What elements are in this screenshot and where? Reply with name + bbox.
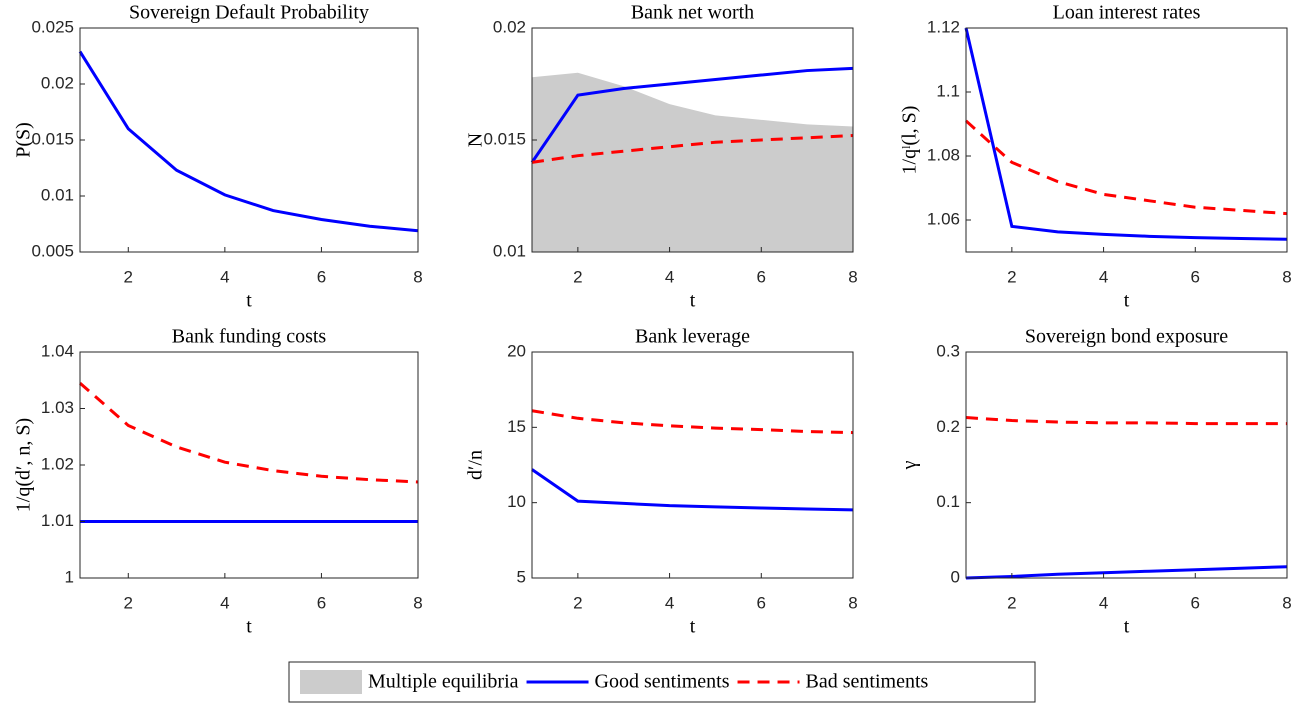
y-tick-label: 0.01 — [493, 241, 526, 260]
axes-box — [531, 351, 854, 579]
y-axis-label: γ — [899, 460, 921, 470]
legend-label: Multiple equilibria — [368, 671, 519, 693]
chart-title: Bank funding costs — [172, 326, 327, 348]
y-axis-label: d′/n — [465, 450, 487, 480]
x-tick-label: 6 — [317, 267, 326, 286]
line — [964, 119, 1288, 216]
x-tick-label: 2 — [124, 267, 133, 286]
x-tick-label: 6 — [1191, 593, 1200, 612]
y-tick-label: 1.04 — [41, 341, 74, 360]
plot-area — [966, 352, 1287, 578]
x-axis-label: t — [1124, 616, 1130, 638]
line — [531, 134, 854, 164]
y-tick-label: 1.01 — [41, 511, 74, 530]
y-tick-label: 0.1 — [936, 492, 960, 511]
axes-box — [965, 27, 1288, 253]
line — [964, 27, 1288, 241]
chart-title: Bank leverage — [635, 326, 750, 348]
line — [79, 381, 419, 484]
chart-title: Loan interest rates — [1053, 2, 1201, 24]
x-tick-label: 8 — [1282, 267, 1291, 286]
y-tick-label: 15 — [507, 417, 526, 436]
subplot: 1.06 1.08 1.1 1.12 2 4 6 8 Loan interest rates t 1… — [899, 2, 1292, 312]
area — [532, 72, 853, 252]
x-tick-label: 4 — [665, 593, 674, 612]
line — [530, 66, 854, 164]
chart-title: Sovereign Default Probability — [129, 2, 369, 24]
y-tick-label: 0.01 — [41, 185, 74, 204]
x-tick-label: 2 — [1007, 593, 1016, 612]
line — [531, 468, 854, 512]
line — [531, 409, 854, 435]
x-axis-label: t — [690, 616, 696, 638]
x-axis-label: t — [690, 290, 696, 312]
y-tick-label: 0.02 — [41, 73, 74, 92]
axes-box — [965, 351, 1288, 579]
subplot: 0.005 0.01 0.015 0.02 0.025 2 4 6 8 Sovereign Def… — [13, 2, 423, 312]
x-tick-label: 4 — [1099, 593, 1108, 612]
x-tick-label: 8 — [413, 267, 422, 286]
y-axis-label: N — [465, 133, 487, 147]
x-tick-label: 8 — [413, 593, 422, 612]
y-tick-label: 10 — [507, 492, 526, 511]
x-tick-label: 2 — [124, 593, 133, 612]
line — [965, 416, 1287, 426]
y-tick-label: 1.03 — [41, 398, 74, 417]
x-tick-label: 4 — [665, 267, 674, 286]
y-tick-label: 0 — [951, 567, 960, 586]
x-tick-label: 4 — [1099, 267, 1108, 286]
y-tick-label: 20 — [507, 341, 526, 360]
y-tick-label: 1.08 — [927, 145, 960, 164]
y-tick-label: 0.015 — [483, 129, 526, 148]
x-axis-label: t — [246, 290, 252, 312]
x-tick-label: 4 — [220, 267, 229, 286]
y-tick-label: 0.2 — [936, 417, 960, 436]
subplot: 0.01 0.015 0.02 2 4 6 8 Bank net worth t N — [465, 2, 858, 312]
line — [78, 50, 419, 233]
x-tick-label: 4 — [220, 593, 229, 612]
x-tick-label: 8 — [1282, 593, 1291, 612]
plot-area — [532, 352, 853, 578]
x-tick-label: 2 — [573, 593, 582, 612]
y-tick-label: 1.1 — [936, 81, 960, 100]
subplot: 0 0.1 0.2 0.3 2 4 6 8 Sovereign bond exposure t γ — [899, 326, 1292, 638]
legend: Multiple equilibria Good sentiments Bad se… — [288, 661, 1036, 703]
y-tick-label: 0.005 — [31, 241, 74, 260]
x-tick-label: 2 — [573, 267, 582, 286]
y-axis-label: 1/q(d′, n, S) — [13, 418, 35, 512]
legend-swatch — [300, 670, 362, 694]
x-tick-label: 8 — [848, 267, 857, 286]
chart-title: Sovereign bond exposure — [1025, 326, 1228, 348]
y-tick-label: 1 — [65, 567, 74, 586]
plot-area — [966, 28, 1287, 252]
y-tick-label: 1.12 — [927, 17, 960, 36]
legend-label: Bad sentiments — [806, 671, 929, 693]
x-tick-label: 6 — [1191, 267, 1200, 286]
y-tick-label: 1.02 — [41, 454, 74, 473]
legend-label: Good sentiments — [595, 671, 730, 693]
line — [965, 565, 1288, 580]
x-tick-label: 6 — [317, 593, 326, 612]
y-axis-label: P(S) — [13, 122, 35, 158]
x-tick-label: 6 — [757, 267, 766, 286]
x-tick-label: 6 — [757, 593, 766, 612]
y-tick-label: 1.06 — [927, 209, 960, 228]
y-tick-label: 0.025 — [31, 17, 74, 36]
y-tick-label: 0.015 — [31, 129, 74, 148]
legend-box — [288, 661, 1036, 703]
x-axis-label: t — [246, 616, 252, 638]
chart-title: Bank net worth — [631, 2, 754, 24]
y-tick-label: 0.02 — [493, 17, 526, 36]
x-tick-label: 2 — [1007, 267, 1016, 286]
y-tick-label: 5 — [517, 567, 526, 586]
plot-area — [80, 28, 418, 252]
x-axis-label: t — [1124, 290, 1130, 312]
subplot: 1 1.01 1.02 1.03 1.04 2 4 6 8 Bank funding costs t… — [13, 326, 423, 638]
y-axis-label: 1/qˡ(l, S) — [899, 106, 921, 175]
x-tick-label: 8 — [848, 593, 857, 612]
y-tick-label: 0.3 — [936, 341, 960, 360]
subplot: 5 10 15 20 2 4 6 8 Bank leverage t d′/n — [465, 326, 858, 638]
